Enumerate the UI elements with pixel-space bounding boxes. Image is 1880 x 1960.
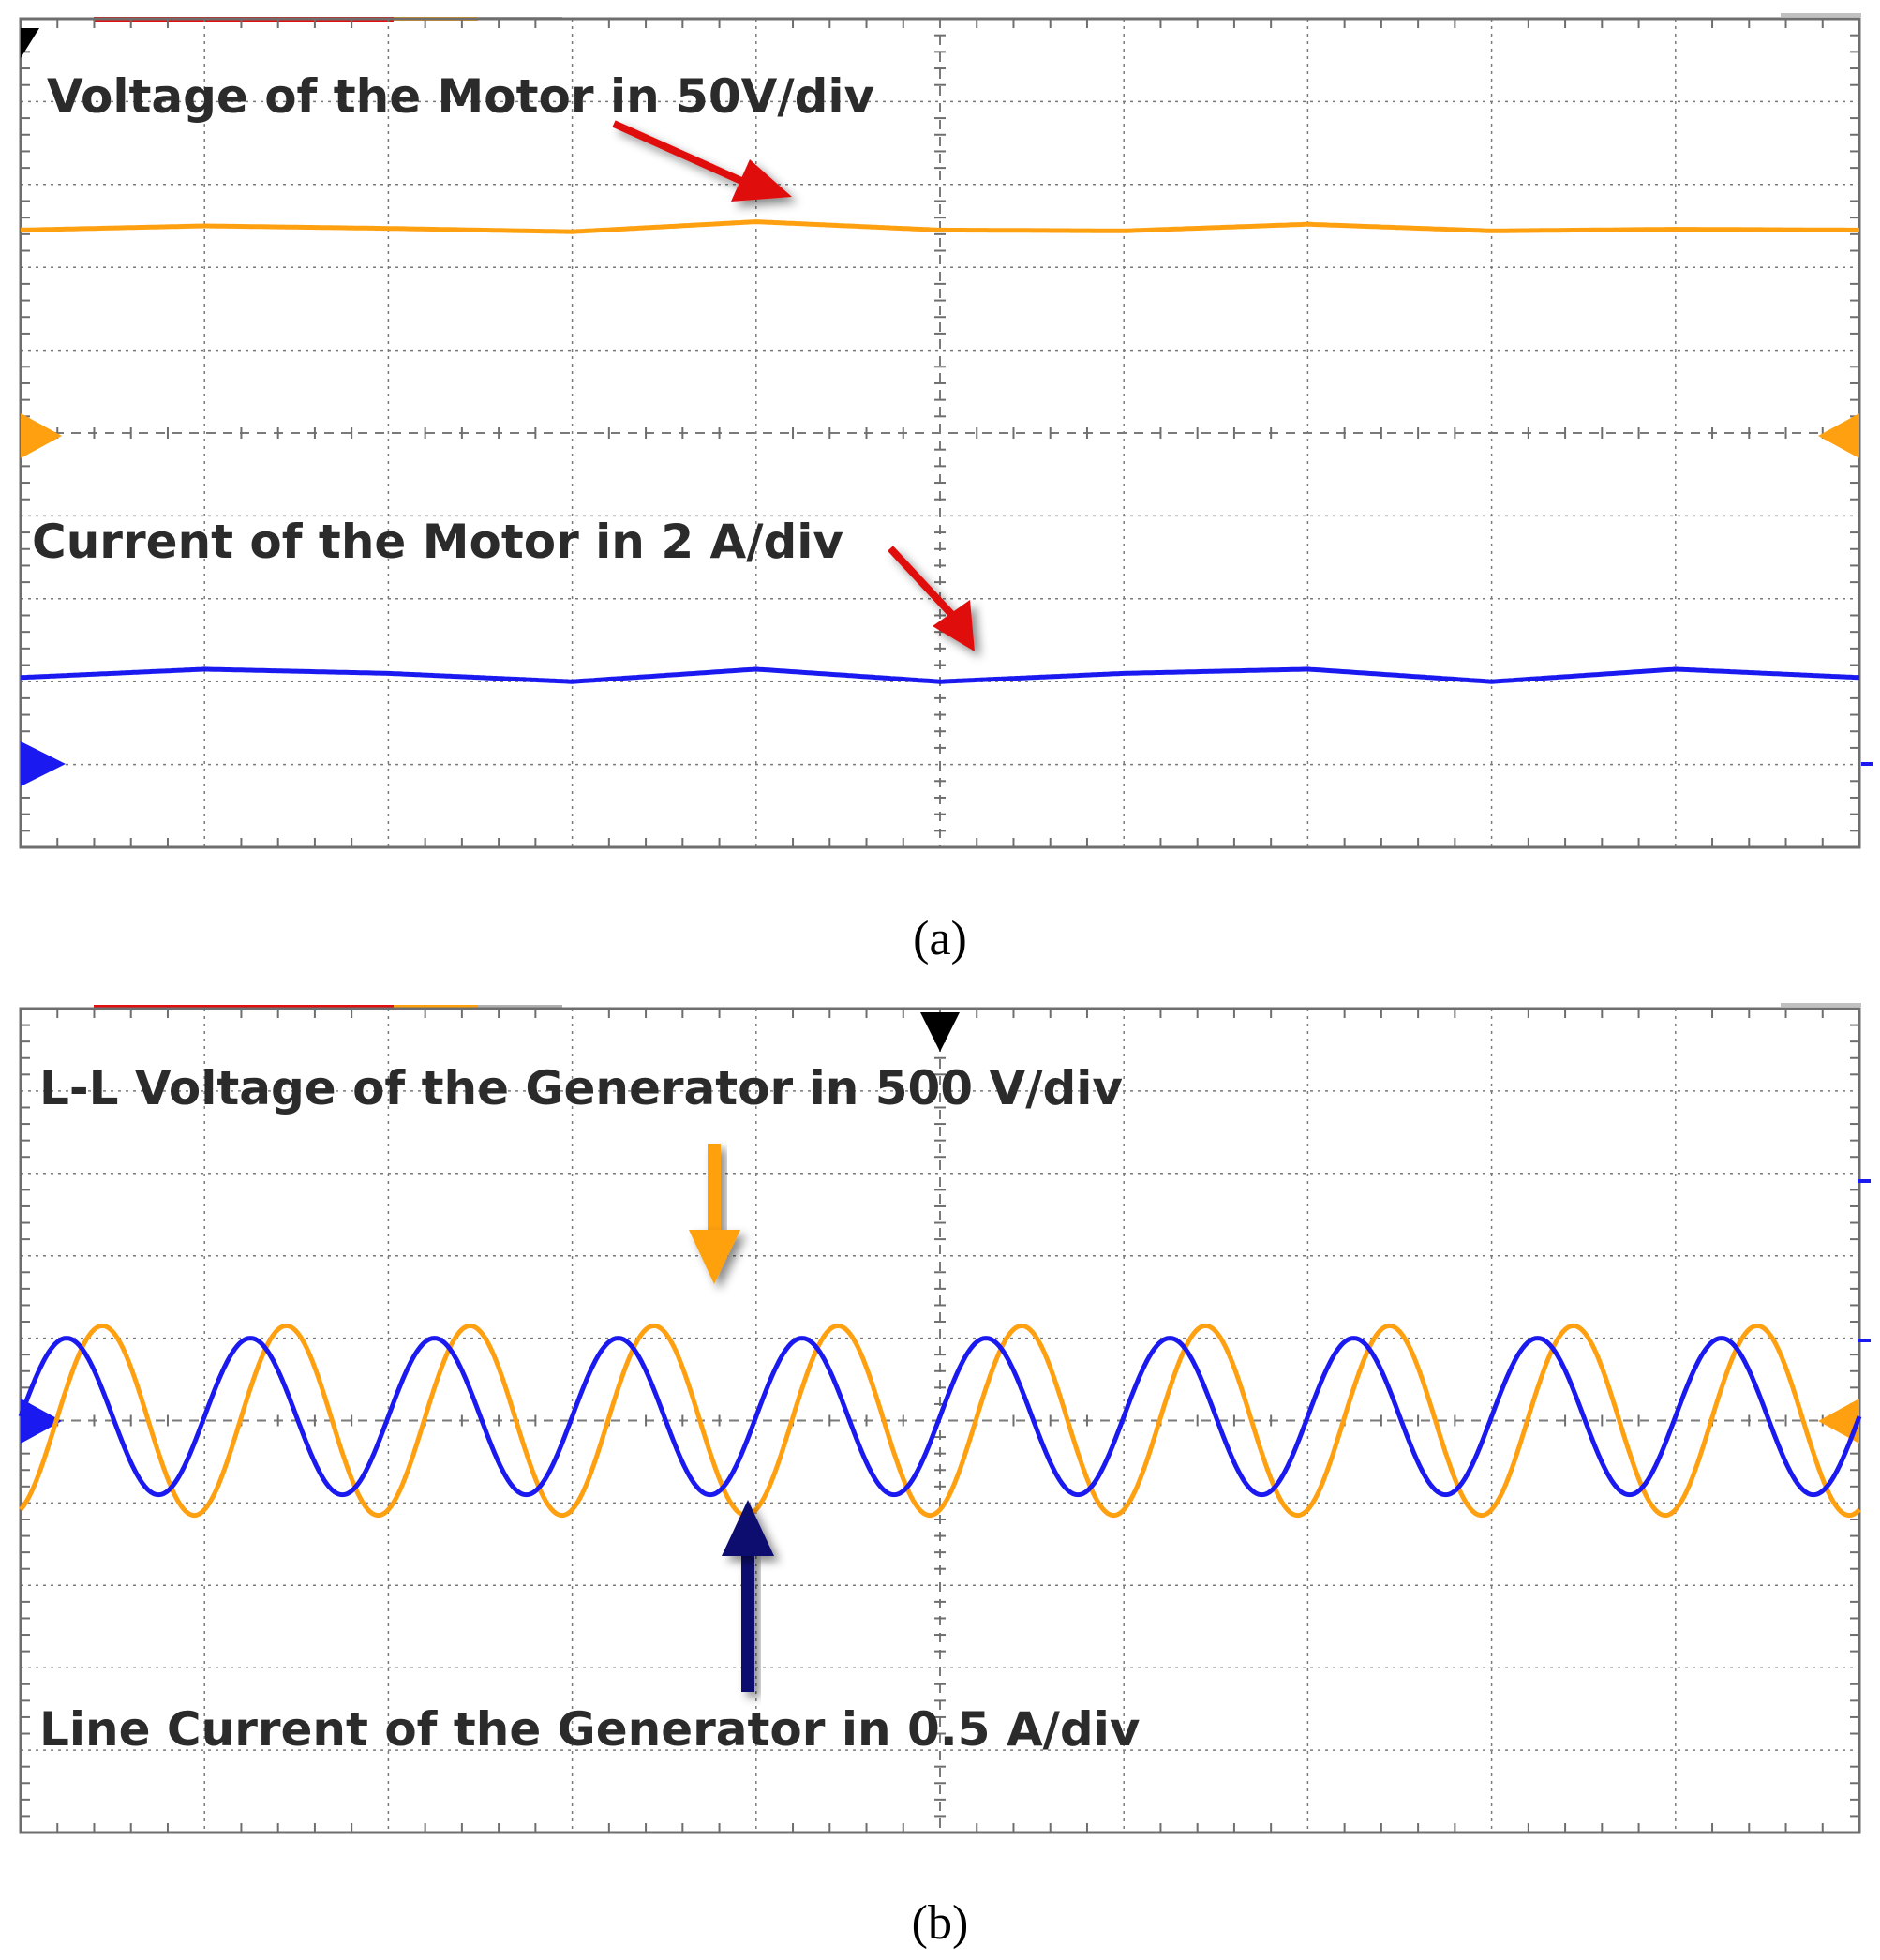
status-bar-gray [478, 1005, 562, 1008]
ch2-ground-marker-b [21, 1399, 62, 1444]
grid-a [19, 17, 1861, 849]
arrow-motor-voltage [612, 120, 752, 188]
series-b [18, 1323, 1862, 1519]
series-a [20, 219, 1860, 684]
arrow-generator-voltage [708, 1144, 721, 1233]
series-line-current [20, 666, 1860, 684]
panel-label-a: (a) [913, 912, 967, 965]
trigger-marker-b [920, 1012, 960, 1052]
annotation-motor-current: Current of the Motor in 2 A/div [32, 515, 843, 569]
arrow-head-generator-current [722, 1500, 774, 1556]
ch1-ground-marker-right-a [1818, 413, 1859, 458]
status-bar-right [1781, 13, 1861, 17]
ch1-ground-marker-right-b [1818, 1399, 1859, 1444]
panel-a-oscilloscope: Voltage of the Motor in 50V/div Current … [19, 13, 1873, 965]
ch2-ground-marker-a [21, 741, 66, 786]
arrow-motor-current [888, 546, 954, 617]
status-bar-orange [394, 1005, 478, 1009]
annotation-generator-current: Line Current of the Generator in 0.5 A/d… [39, 1702, 1140, 1757]
series-line-voltage [20, 219, 1859, 234]
status-bar-right [1781, 1003, 1861, 1007]
panel-label-b: (b) [912, 1896, 969, 1950]
ch2-level-tick-a [1861, 762, 1873, 766]
panel-b-oscilloscope: L-L Voltage of the Generator in 500 V/di… [18, 1003, 1871, 1950]
series-line-current [18, 1336, 1862, 1498]
annotation-motor-voltage: Voltage of the Motor in 50V/div [47, 69, 874, 124]
ch1-ground-marker-a [21, 413, 62, 458]
arrow-head-motor-voltage [731, 159, 792, 202]
arrow-head-generator-voltage [689, 1230, 740, 1284]
trigger-marker-a [21, 28, 39, 58]
arrow-head-motor-current [933, 600, 975, 651]
annotation-generator-voltage: L-L Voltage of the Generator in 500 V/di… [39, 1061, 1123, 1115]
ch2-level-tick-b1 [1858, 1179, 1871, 1183]
arrow-generator-current [741, 1551, 754, 1692]
ch2-level-tick-b2 [1858, 1339, 1871, 1342]
